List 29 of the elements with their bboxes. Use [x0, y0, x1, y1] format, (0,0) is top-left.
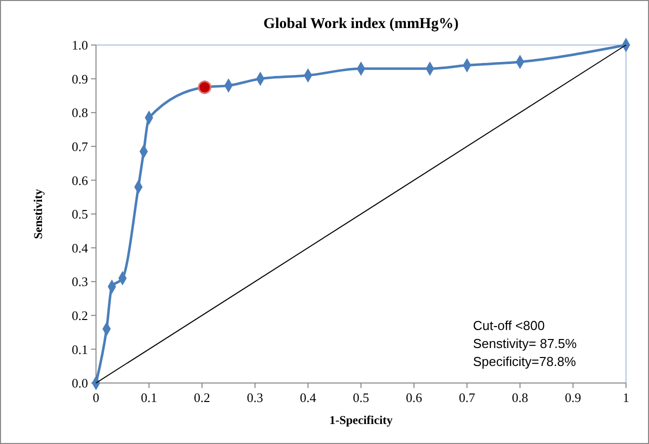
- point: [198, 80, 212, 94]
- y-tick-label: 0.0: [72, 376, 88, 391]
- x-tick-label: 0.2: [194, 390, 210, 405]
- y-tick-label: 1.0: [72, 38, 88, 53]
- annotation: Cut-off <800: [473, 318, 545, 333]
- y-tick-label: 0.6: [72, 172, 88, 188]
- annotation: Specificity=78.8%: [473, 354, 576, 369]
- x-tick-label: 0.7: [458, 390, 476, 405]
- x-tick-label: 0.4: [300, 390, 317, 405]
- y-tick-label: 0.9: [72, 71, 88, 86]
- y-tick-label: 0.7: [72, 138, 88, 154]
- x-tick-label: 0.8: [512, 390, 528, 405]
- x-tick-label: 0.5: [352, 390, 370, 405]
- x-tick-label: 0.1: [140, 390, 158, 405]
- y-tick-label: 0.3: [72, 274, 88, 290]
- y-tick-label: 0.1: [72, 342, 88, 357]
- y-tick-label: 0.5: [72, 206, 88, 222]
- y-tick-label: 0.2: [72, 308, 88, 323]
- x-tick-label: 0.6: [406, 390, 423, 405]
- y-tick-label: 0.8: [72, 105, 88, 120]
- chart-title: Global Work index (mmHg%): [263, 16, 459, 32]
- y-tick-label: 0.4: [72, 240, 88, 256]
- x-tick-label: 0: [92, 390, 100, 405]
- y-axis-title: Senstivity: [31, 188, 45, 240]
- x-tick-label: 0.3: [246, 390, 264, 405]
- annotation: Senstivity= 87.5%: [473, 336, 578, 351]
- x-axis-title: 1-Specificity: [329, 413, 393, 427]
- x-tick-label: 0.9: [564, 390, 582, 405]
- x-tick-label: 1: [622, 390, 630, 405]
